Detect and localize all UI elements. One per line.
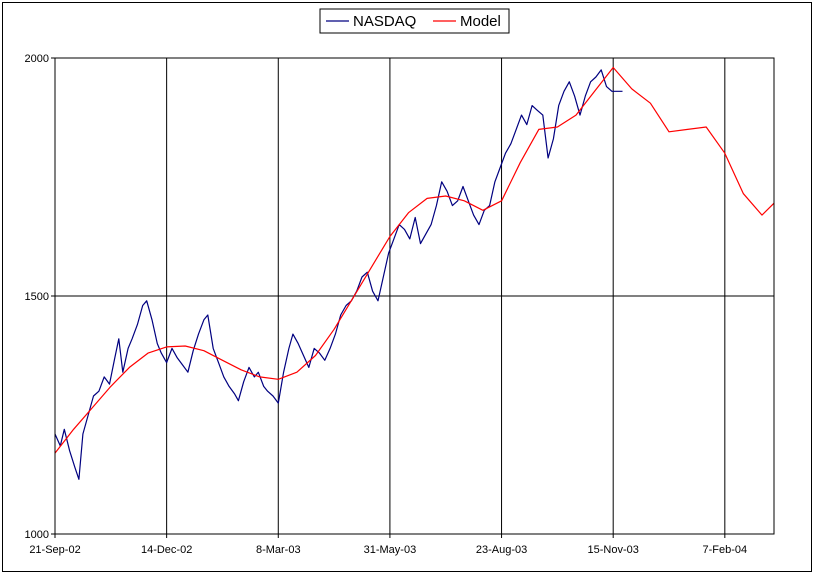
y-tick-label: 1500 bbox=[25, 291, 49, 303]
legend-label-nasdaq: NASDAQ bbox=[353, 13, 416, 30]
x-tick-label: 8-Mar-03 bbox=[256, 544, 301, 556]
grid-lines bbox=[55, 58, 774, 534]
legend-label-model: Model bbox=[460, 13, 501, 30]
x-tick-label: 7-Feb-04 bbox=[703, 544, 748, 556]
legend-box bbox=[319, 8, 510, 34]
x-axis: 21-Sep-02 14-Dec-02 8-Mar-03 31-May-03 23-Au… bbox=[29, 534, 747, 556]
x-tick-label: 15-Nov-03 bbox=[588, 544, 639, 556]
x-tick-label: 23-Aug-03 bbox=[476, 544, 527, 556]
x-tick-label: 21-Sep-02 bbox=[29, 544, 80, 556]
x-tick-label: 14-Dec-02 bbox=[141, 544, 192, 556]
series-line-nasdaq bbox=[54, 69, 623, 480]
y-tick-label: 1000 bbox=[25, 529, 49, 541]
legend: NASDAQ Model bbox=[319, 8, 510, 34]
x-tick-label: 31-May-03 bbox=[364, 544, 417, 556]
chart-svg: 1000 1500 2000 21-Sep-02 14-Dec-02 8-Mar-03 3… bbox=[25, 8, 775, 556]
y-axis: 1000 1500 2000 bbox=[25, 53, 55, 541]
series-layer bbox=[54, 66, 775, 480]
y-tick-label: 2000 bbox=[25, 53, 49, 65]
series-line-model bbox=[54, 66, 775, 454]
